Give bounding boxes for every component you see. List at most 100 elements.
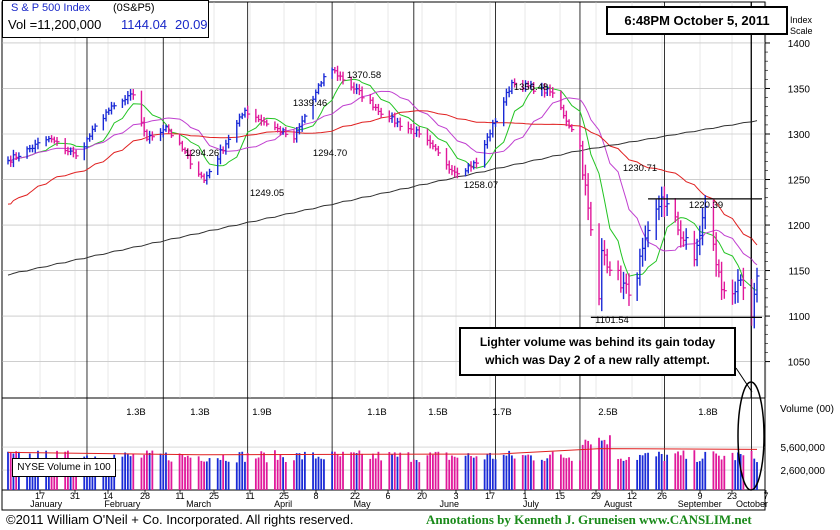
x-tick-label: 28 [140, 491, 150, 501]
volume-tick-label: 5,600,000 [781, 443, 826, 454]
y-tick-label: 1200 [788, 221, 811, 232]
price-bar [75, 149, 79, 160]
month-label: February [104, 499, 141, 509]
x-tick-label: 17 [485, 491, 495, 501]
price-label: 1294.26 [185, 148, 219, 159]
price-bar [304, 113, 308, 124]
volume-label: Vol =11,200,000 [8, 17, 102, 32]
price-bar [685, 228, 689, 250]
price-bar [189, 149, 193, 170]
price-bar [552, 87, 556, 98]
x-tick-label: 15 [555, 491, 565, 501]
volume-highlight-ellipse [737, 381, 765, 491]
month-label: July [523, 499, 540, 509]
price-bar [94, 123, 98, 132]
x-tick-label: 17 [35, 491, 45, 501]
price-bar [742, 267, 746, 301]
x-tick-label: 14 [103, 491, 113, 501]
price-label: 1339.46 [293, 98, 327, 109]
annotation-line-2: which was Day 2 of a new rally attempt. [485, 353, 710, 367]
price-label: 1370.58 [347, 70, 381, 81]
price-bar [151, 131, 155, 141]
price-bar [380, 107, 384, 118]
volume-label: 1.7B [492, 407, 512, 418]
volume-label: 1.3B [190, 407, 210, 418]
month-label: January [30, 499, 63, 509]
x-tick-label: 26 [657, 491, 667, 501]
x-tick-label: 25 [279, 491, 289, 501]
volume-label: 2.5B [598, 407, 618, 418]
x-tick-label: 25 [209, 491, 219, 501]
price-bar [532, 82, 537, 94]
price-bar [571, 124, 575, 132]
chart-info-box: S & P 500 Index (0S&P5) Vol =11,200,000 … [2, 0, 209, 38]
x-tick-label: 1 [522, 491, 527, 501]
month-label: October [736, 499, 768, 509]
credits-text: Annotations by Kenneth J. Gruneisen www.… [426, 512, 752, 527]
price-label: 1356.48 [514, 82, 548, 93]
price-label: 1294.70 [313, 148, 347, 159]
price-bar [494, 118, 499, 127]
x-tick-label: 11 [245, 491, 254, 501]
x-tick-label: 29 [591, 491, 601, 501]
price-bar [18, 152, 22, 162]
y-tick-label: 1400 [788, 39, 811, 50]
price-bar [590, 201, 594, 236]
x-tick-label: 12 [627, 491, 637, 501]
timestamp-box: 6:48PM October 5, 2011 [606, 6, 788, 35]
price-label: 1220.39 [689, 200, 723, 211]
price-bar [475, 157, 479, 169]
x-tick-label: 6 [385, 491, 390, 501]
volume-label: 1.1B [367, 407, 387, 418]
x-tick-label: 22 [350, 491, 360, 501]
y-tick-label: 1150 [788, 267, 810, 278]
price-label: 1249.05 [250, 188, 284, 199]
price-bar [456, 167, 460, 179]
ma-200-line [7, 120, 758, 276]
volume-label: 1.3B [126, 407, 146, 418]
month-label: March [186, 499, 211, 509]
date-axis [1, 489, 766, 511]
price-bar [361, 86, 365, 102]
x-tick-label: 23 [727, 491, 737, 501]
ma-50-line [7, 110, 758, 246]
price-bar [647, 221, 651, 248]
price-bar [170, 128, 174, 138]
month-label: August [604, 499, 633, 509]
price-bar [246, 105, 251, 119]
annotation-pointer [735, 367, 753, 393]
annotation-line-1: Lighter volume was behind its gain today [479, 335, 716, 349]
price-value: 1144.04 [121, 17, 168, 32]
month-label: April [274, 499, 292, 509]
ma-21-line [7, 90, 758, 266]
x-tick-label: 8 [313, 491, 318, 501]
month-label: September [678, 499, 722, 509]
y-tick-label: 1100 [788, 312, 810, 323]
y-tick-label: 1300 [788, 130, 811, 141]
price-bar [723, 281, 727, 299]
x-tick-label: 9 [697, 491, 702, 501]
x-tick-label: 3 [453, 491, 458, 501]
price-bar [666, 194, 670, 217]
price-bar [227, 134, 232, 149]
volume-scale-title: Volume (00) [780, 404, 834, 415]
x-tick-label: 31 [70, 491, 80, 501]
index-scale-title: Index Scale [790, 15, 813, 36]
price-bar [513, 78, 518, 88]
price-label: 1101.54 [595, 315, 629, 326]
volume-avg-line [7, 448, 758, 456]
x-tick-label: 7 [763, 491, 768, 501]
nyse-volume-label: NYSE Volume in 100 [12, 458, 116, 477]
volume-tick-label: 2,600,000 [781, 466, 826, 477]
y-tick-label: 1250 [788, 176, 811, 187]
x-tick-label: 11 [175, 491, 184, 501]
month-label: June [439, 499, 459, 509]
price-bar [756, 267, 760, 303]
ma-10-line [7, 78, 758, 291]
y-tick-label: 1350 [788, 84, 811, 95]
price-bar [399, 117, 403, 131]
price-bar [704, 195, 708, 230]
price-bar [113, 102, 117, 110]
price-bar [208, 168, 213, 179]
